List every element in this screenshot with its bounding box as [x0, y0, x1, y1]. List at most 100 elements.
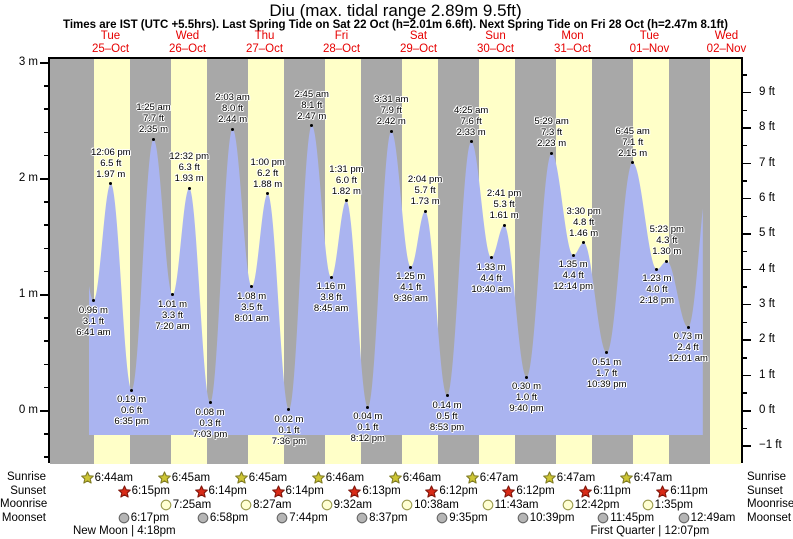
y-axis-left-tick [40, 294, 48, 296]
tide-meters: 1.93 m [174, 173, 204, 185]
tide-feet: 6.0 ft [335, 174, 357, 186]
tide-meters: 0.51 m [592, 356, 622, 368]
tide-time: 6:45 am [615, 125, 650, 137]
tide-time: 2:41 pm [486, 188, 522, 200]
tide-meters: 1.01 m [157, 298, 188, 310]
y-axis-left-tick [44, 85, 48, 87]
sunrise-entry: 6:47am [542, 471, 595, 485]
moonrise-time: 10:38am [414, 498, 459, 511]
tide-time: 7:20 am [155, 320, 190, 332]
moon-icon [160, 499, 172, 510]
y-axis-right-tick [743, 91, 751, 94]
y-axis-right-tick [743, 109, 747, 111]
sunrise-entry: 6:46am [311, 471, 364, 485]
tide-meters: 1.16 m [316, 281, 346, 293]
y-axis-left-tick [40, 410, 48, 412]
sunset-entry: 6:14pm [194, 484, 247, 498]
moon-icon [321, 499, 332, 510]
tide-feet: 2.4 ft [677, 342, 699, 354]
moonrise-time: 9:32am [333, 498, 372, 511]
tide-meters: 2.42 m [376, 116, 406, 128]
extreme-dot [686, 325, 690, 329]
tide-feet: 8.0 ft [222, 103, 244, 114]
moonset-entry: 7:44pm [276, 511, 328, 525]
high-tide-annotation: 2:41 pm 5.3 ft 1.61 m [460, 188, 548, 221]
y-axis-right-tick [743, 374, 751, 377]
sunrise-entry: 6:47am [465, 471, 518, 485]
tide-meters: 1.82 m [331, 185, 361, 197]
star-icon [388, 471, 402, 484]
moon-phase-label: First Quarter | 12:07pm [590, 525, 710, 537]
tide-feet: 3.8 ft [320, 292, 342, 304]
sunset-time: 6:14pm [285, 485, 324, 497]
day-label: Tue 01–Nov [612, 30, 688, 56]
star-icon [271, 484, 285, 498]
extreme-dot [409, 265, 413, 269]
y-axis-right-label: 7 ft [759, 156, 775, 169]
tide-feet: 4.3 ft [656, 235, 678, 247]
high-tide-annotation: 12:32 pm 6.3 ft 1.93 m [145, 151, 233, 184]
row-label-moonrise-right: Moonrise [747, 498, 793, 510]
day-name: Sun [485, 30, 506, 42]
tide-meters: 2.47 m [297, 110, 327, 122]
moonset-time: 10:39pm [529, 512, 575, 524]
y-axis-left-tick [44, 456, 48, 458]
tide-feet: 6.5 ft [100, 157, 122, 169]
y-axis-left-label: 0 m [18, 404, 38, 416]
moon-phase-label: New Moon | 4:18pm [72, 525, 176, 537]
tide-time: 5:23 pm [649, 224, 684, 236]
extreme-dot [344, 199, 348, 203]
moon-icon [597, 512, 609, 524]
high-tide-annotation: 3:30 pm 4.8 ft 1.46 m [540, 206, 628, 239]
tide-time: 8:45 am [313, 303, 349, 315]
plot-area: 0.96 m 3.1 ft 6:41 am 12:06 pm 6.5 ft 1.97 m 0… [50, 57, 741, 464]
day-date: 01–Nov [629, 43, 670, 55]
day-name: Fri [334, 30, 349, 42]
extreme-dot [389, 129, 393, 133]
tide-meters: 1.08 m [237, 290, 267, 302]
y-axis-right-tick [743, 303, 751, 306]
star-icon [117, 484, 131, 498]
moonset-time: 12:49am [690, 512, 736, 524]
y-axis-left-tick [44, 386, 48, 389]
low-tide-annotation: 0.08 m 0.3 ft 7:03 pm [166, 407, 254, 440]
tide-meters: 1.23 m [642, 273, 672, 285]
y-axis-right-tick [743, 321, 747, 324]
star-icon [311, 471, 325, 484]
moonset-time: 7:44pm [289, 512, 328, 524]
star-icon [465, 471, 479, 484]
tide-time: 3:31 am [374, 94, 409, 106]
low-tide-annotation: 1.25 m 4.1 ft 9:36 am [367, 271, 455, 304]
y-axis-right-label: 9 ft [759, 85, 775, 98]
tide-time: 2:18 pm [639, 295, 675, 307]
tide-time: 3:30 pm [566, 205, 601, 217]
extreme-dot [152, 137, 155, 141]
extreme-dot [489, 256, 493, 260]
y-axis-right-tick [743, 268, 751, 271]
row-label-sunset-right: Sunset [747, 484, 783, 497]
tide-time: 2:45 am [294, 88, 329, 100]
extreme-dot [655, 267, 659, 271]
moon-icon [356, 512, 368, 524]
tide-area-path [89, 125, 703, 435]
tide-time: 10:40 am [471, 283, 511, 295]
moon-icon [436, 512, 448, 524]
tide-time: 9:36 am [393, 293, 428, 304]
extreme-dot [605, 351, 609, 355]
daylight-band [709, 59, 741, 464]
high-tide-annotation: 1:31 pm 6.0 ft 1.82 m [302, 164, 390, 197]
extreme-dot [423, 209, 427, 213]
day-label: Wed 02–Nov [689, 30, 765, 56]
moonset-entry: 8:37pm [356, 511, 407, 525]
sunrise-entry: 6:45am [234, 471, 287, 485]
high-tide-annotation: 2:03 am 8.0 ft 2.44 m [189, 92, 277, 125]
tide-feet: 4.1 ft [400, 282, 422, 293]
tide-feet: 1.0 ft [515, 392, 538, 404]
moonrise-entry: 12:42pm [562, 498, 619, 512]
moonset-entry: 10:39pm [517, 511, 575, 525]
day-date: 30–Oct [476, 43, 515, 55]
sunrise-time: 6:47am [633, 471, 673, 484]
extreme-dot [665, 259, 669, 263]
high-tide-annotation: 4:25 am 7.6 ft 2.33 m [427, 105, 515, 138]
moon-icon [118, 512, 130, 524]
